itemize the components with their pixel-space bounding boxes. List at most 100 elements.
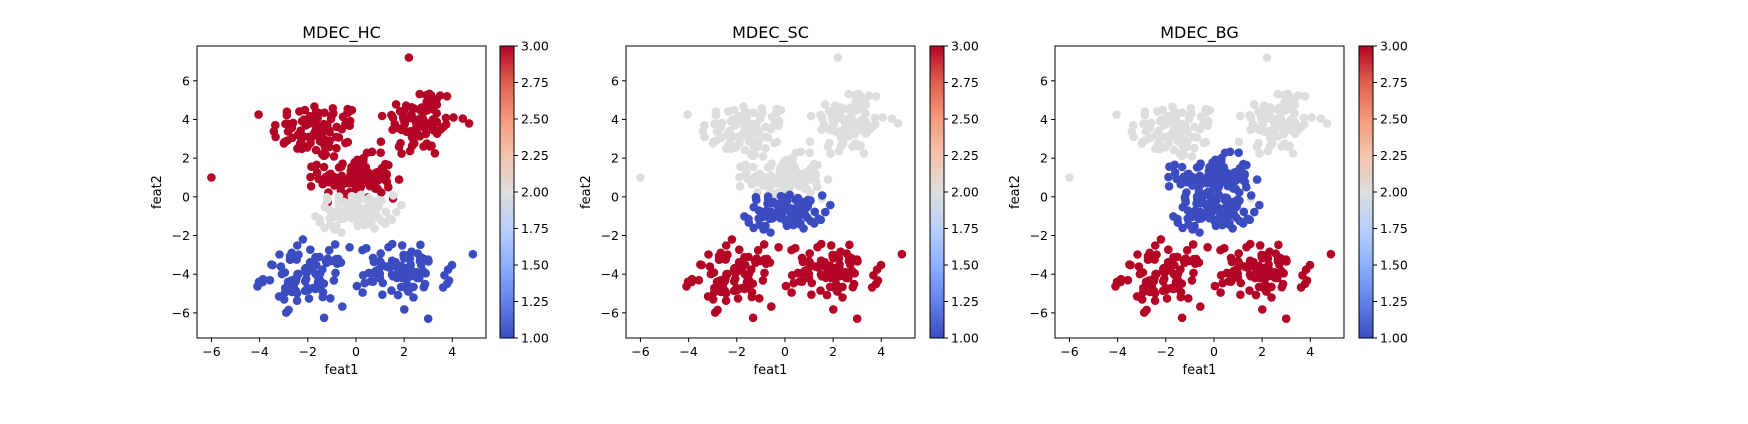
scatter-point bbox=[789, 220, 798, 230]
scatter-point bbox=[1276, 266, 1286, 276]
scatter-point bbox=[444, 276, 454, 285]
y-tick-label: −4 bbox=[1030, 267, 1048, 282]
scatter-point bbox=[1254, 124, 1263, 134]
scatter-point bbox=[392, 273, 402, 283]
scatter-point bbox=[752, 195, 761, 205]
y-tick-label: 2 bbox=[182, 151, 190, 166]
scatter-point bbox=[1139, 308, 1149, 317]
scatter-point bbox=[306, 182, 316, 191]
scatter-point bbox=[377, 111, 387, 121]
scatter-point bbox=[758, 152, 768, 161]
scatter-point bbox=[700, 132, 709, 142]
scatter-point bbox=[1187, 152, 1197, 161]
scatter-point bbox=[1229, 184, 1238, 193]
scatter-point bbox=[353, 155, 362, 165]
scatter-point bbox=[743, 108, 753, 118]
scatter-point bbox=[828, 253, 838, 263]
scatter-point bbox=[845, 240, 854, 250]
scatter-point bbox=[1156, 235, 1166, 244]
scatter-point bbox=[295, 139, 305, 149]
scatter-point bbox=[432, 129, 442, 138]
scatter-point bbox=[1302, 276, 1312, 285]
scatter-point bbox=[1169, 284, 1178, 294]
scatter-point bbox=[330, 172, 339, 182]
scatter-point bbox=[1280, 120, 1290, 130]
scatter-point bbox=[1112, 110, 1121, 119]
scatter-point bbox=[275, 250, 284, 259]
scatter-point bbox=[694, 275, 704, 285]
scatter-point bbox=[1262, 287, 1271, 296]
colorbar-tick-label: 1.75 bbox=[521, 221, 549, 236]
scatter-point bbox=[711, 107, 721, 116]
scatter-point bbox=[441, 113, 451, 123]
scatter-point bbox=[1229, 266, 1238, 276]
scatter-point bbox=[755, 294, 764, 303]
scatter-point bbox=[334, 163, 344, 172]
y-tick-label: 0 bbox=[182, 189, 190, 204]
scatter-point bbox=[878, 113, 887, 122]
scatter-point bbox=[1184, 294, 1193, 303]
scatter-point bbox=[318, 265, 327, 274]
scatter-point bbox=[378, 290, 387, 300]
scatter-point bbox=[332, 143, 341, 153]
scatter-point bbox=[1228, 224, 1237, 233]
scatter-point bbox=[409, 293, 418, 302]
scatter-point bbox=[844, 256, 854, 266]
scatter-point bbox=[370, 224, 379, 233]
scatter-point bbox=[449, 113, 458, 122]
scatter-point bbox=[825, 124, 834, 134]
chart-title: MDEC_SC bbox=[732, 23, 809, 43]
x-tick-label: −4 bbox=[250, 344, 268, 359]
y-tick-label: −2 bbox=[601, 228, 619, 243]
scatter-point bbox=[752, 120, 761, 130]
colorbar-tick-label: 2.00 bbox=[1380, 185, 1408, 200]
scatter-point bbox=[848, 142, 857, 151]
scatter-point bbox=[1153, 139, 1163, 149]
scatter-point bbox=[1176, 176, 1186, 186]
scatter-point bbox=[748, 162, 758, 172]
colorbar-tick-label: 2.00 bbox=[951, 185, 979, 200]
scatter-point bbox=[1190, 143, 1199, 153]
scatter-point bbox=[825, 282, 835, 292]
scatter-point bbox=[306, 245, 315, 254]
scatter-point bbox=[294, 250, 303, 259]
scatter-point bbox=[405, 146, 415, 156]
scatter-point bbox=[441, 120, 451, 129]
scatter-point bbox=[682, 282, 691, 291]
scatter-point bbox=[811, 262, 820, 271]
scatter-point bbox=[1111, 282, 1120, 291]
colorbar-tick-label: 2.50 bbox=[951, 112, 979, 127]
scatter-point bbox=[425, 89, 434, 99]
scatter-point bbox=[295, 107, 304, 116]
scatter-point bbox=[292, 296, 302, 306]
scatter-point bbox=[754, 127, 763, 137]
scatter-point bbox=[338, 302, 347, 311]
scatter-point bbox=[1211, 182, 1221, 191]
scatter-point bbox=[381, 207, 391, 217]
scatter-point bbox=[415, 273, 424, 283]
scatter-point bbox=[1161, 119, 1171, 129]
y-tick-label: −6 bbox=[601, 305, 619, 320]
scatter-point bbox=[636, 173, 645, 182]
scatter-point bbox=[415, 256, 425, 266]
scatter-point bbox=[826, 200, 835, 210]
scatter-point bbox=[265, 275, 275, 285]
scatter-point bbox=[371, 184, 380, 193]
colorbar-tick-label: 1.00 bbox=[521, 331, 549, 346]
scatter-point bbox=[1257, 115, 1266, 125]
colorbar-tick-label: 1.25 bbox=[521, 294, 549, 309]
scatter-point bbox=[315, 214, 324, 224]
colorbar: 1.00 1.25 1.50 1.75 2.00 2.25 2.50 2.75 3.00 bbox=[1358, 39, 1408, 346]
scatter-point bbox=[1252, 175, 1262, 184]
scatter-point bbox=[761, 143, 770, 153]
x-tick-label: 4 bbox=[1306, 344, 1314, 359]
scatter-point bbox=[721, 241, 731, 250]
scatter-point bbox=[739, 119, 748, 129]
scatter-point bbox=[374, 195, 384, 205]
scatter-point bbox=[835, 260, 844, 269]
scatter-point bbox=[824, 107, 834, 116]
scatter-point bbox=[430, 149, 440, 158]
scatter-point bbox=[345, 243, 354, 252]
scatter-point bbox=[808, 162, 818, 172]
scatter-point bbox=[1246, 125, 1255, 134]
